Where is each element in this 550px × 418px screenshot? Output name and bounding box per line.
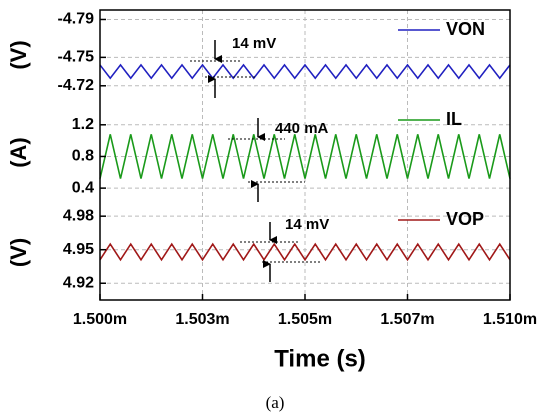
annotation-arrows [190, 40, 320, 282]
y-tick-label: 4.95 [63, 241, 94, 258]
plot [99, 63, 511, 262]
x-tick-label: 1.510m [483, 311, 537, 328]
annotation: 14 mV [232, 35, 276, 52]
y-tick-label: 0.4 [72, 179, 94, 196]
y-tick-label: 0.8 [72, 148, 94, 165]
legend-label: VOP [446, 209, 484, 229]
x-tick-label: 1.500m [73, 311, 127, 328]
x-axis-label: Time (s) [274, 345, 366, 372]
series-line [99, 134, 511, 179]
legend-label: VON [446, 19, 485, 39]
y-tick-label: -4.75 [58, 49, 95, 66]
y-tick-label: -4.72 [58, 77, 95, 94]
y-axis-label: (V) [6, 238, 31, 267]
legend-label: IL [446, 109, 462, 129]
x-tick-label: 1.507m [380, 311, 434, 328]
y-tick-label: -4.79 [58, 11, 95, 28]
y-axis-label: (A) [6, 137, 31, 168]
y-tick-label: 4.98 [63, 207, 94, 224]
annotation: 440 mA [275, 120, 329, 137]
annotation: 14 mV [285, 216, 329, 233]
y-tick-label: 1.2 [72, 116, 94, 133]
x-tick-label: 1.503m [175, 311, 229, 328]
y-axis-label: (V) [6, 40, 31, 69]
series-line [99, 63, 511, 80]
series-line [99, 242, 511, 262]
caption: (a) [266, 393, 285, 412]
y-tick-label: 4.92 [63, 274, 94, 291]
grid [99, 10, 511, 300]
x-tick-label: 1.505m [278, 311, 332, 328]
